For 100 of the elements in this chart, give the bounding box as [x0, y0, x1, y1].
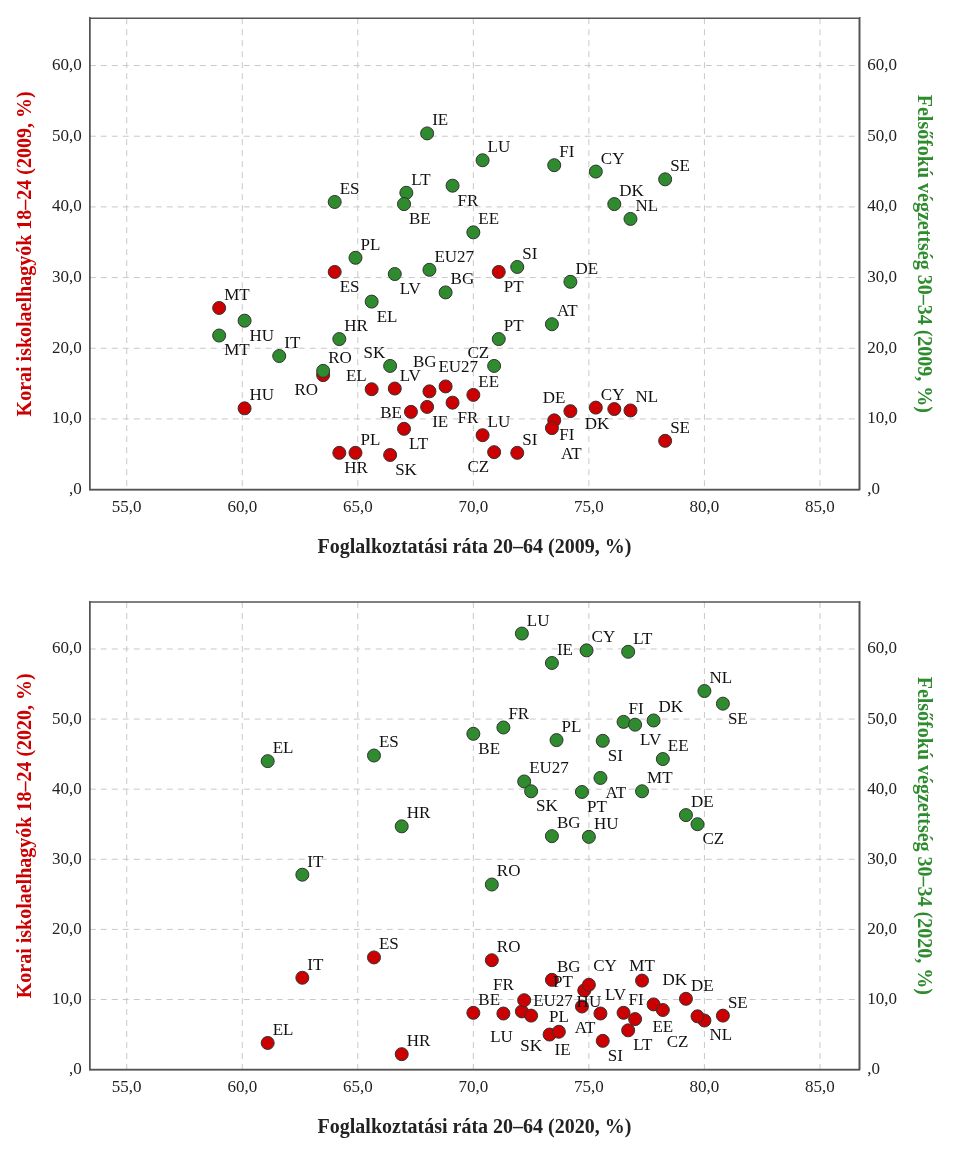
annotation: EL	[345, 366, 367, 386]
y-tick-label: 60,0	[52, 55, 82, 75]
annotation: DE	[690, 792, 714, 812]
annotation: HR	[406, 803, 431, 823]
y2-axis-title: Felsőfokú végzettség 30–34 (2020, %)	[912, 676, 936, 995]
point	[623, 211, 638, 226]
annotation: CZ	[467, 457, 490, 477]
point	[237, 313, 252, 328]
point	[295, 970, 310, 985]
annotation: IT	[307, 954, 325, 974]
y-tick-label: 30,0	[52, 848, 82, 868]
annotation: CY	[593, 956, 617, 976]
point	[445, 395, 460, 410]
y2-axis-title: Felsőfokú végzettség 30–34 (2009, %)	[912, 94, 936, 414]
point	[510, 445, 525, 460]
annotation: BG	[450, 269, 475, 289]
point	[438, 379, 453, 394]
annotation: IE	[554, 1039, 571, 1059]
point	[616, 714, 631, 729]
point	[475, 153, 490, 168]
annotation: HR	[344, 316, 369, 336]
annotation: SK	[520, 1035, 543, 1055]
annotation: LU	[487, 137, 511, 157]
y-tick-label: 30,0	[52, 267, 82, 287]
annotation: EE	[478, 209, 500, 229]
point	[510, 259, 525, 274]
annotation: ES	[339, 178, 360, 198]
point	[616, 1005, 631, 1020]
y-tick-label: 40,0	[52, 778, 82, 798]
y-tick-label: 10,0	[52, 988, 82, 1008]
point	[496, 1006, 511, 1021]
point	[715, 1008, 730, 1023]
annotation: BE	[409, 209, 431, 229]
point	[387, 381, 402, 396]
point	[316, 363, 331, 378]
annotation: AT	[605, 782, 627, 802]
annotation: CY	[591, 627, 616, 647]
point	[383, 447, 398, 462]
annotation: SE	[670, 156, 690, 176]
point	[547, 158, 562, 173]
point	[690, 817, 705, 832]
annotation: EL	[376, 306, 398, 326]
y2-tick-label: 50,0	[867, 125, 897, 145]
annotation: IE	[432, 411, 449, 431]
point	[466, 726, 481, 741]
point	[364, 294, 379, 309]
y2-tick-label: 50,0	[867, 708, 897, 728]
point	[475, 428, 490, 443]
point	[327, 194, 342, 209]
point	[563, 274, 578, 289]
point	[484, 953, 499, 968]
annotation: NL	[709, 668, 733, 687]
x-tick-label: 80,0	[689, 497, 720, 517]
annotation: AT	[556, 301, 579, 321]
point	[551, 1024, 566, 1039]
annotation: DK	[662, 970, 688, 990]
annotation: IE	[432, 110, 449, 130]
y2-tick-label: ,0	[867, 1059, 880, 1079]
annotation: PL	[360, 234, 381, 254]
point	[487, 445, 502, 460]
point	[588, 164, 603, 179]
point	[496, 720, 511, 735]
annotation: FR	[508, 704, 530, 724]
point	[422, 384, 437, 399]
y-tick-label: 50,0	[52, 708, 82, 728]
x-tick-label: 55,0	[111, 497, 142, 517]
annotation: LT	[633, 1035, 653, 1055]
x-tick-label: 85,0	[805, 1077, 835, 1097]
annotation: SI	[607, 745, 624, 765]
x-tick-label: 70,0	[458, 1077, 489, 1097]
point	[593, 1006, 608, 1021]
annotation: PL	[360, 429, 381, 449]
point	[658, 433, 673, 448]
point	[628, 717, 643, 732]
point	[366, 950, 381, 965]
annotation: RO	[496, 861, 521, 881]
point	[491, 332, 506, 347]
x-axis-title: Foglalkoztatási ráta 20–64 (2020, %)	[317, 1115, 632, 1139]
point	[607, 402, 622, 417]
point	[607, 197, 622, 212]
annotation: DE	[690, 975, 714, 995]
point	[655, 1003, 670, 1018]
point	[466, 387, 481, 402]
annotation: FR	[457, 190, 479, 210]
y2-tick-label: 30,0	[867, 267, 897, 287]
point	[544, 829, 559, 844]
y-tick-label: 20,0	[52, 337, 82, 357]
annotation: HU	[249, 325, 275, 345]
annotation: LU	[490, 1027, 513, 1047]
annotation: FI	[628, 989, 644, 1009]
point	[697, 684, 712, 699]
point	[420, 126, 435, 141]
annotation: RO	[294, 380, 319, 400]
point	[403, 404, 418, 419]
point	[623, 403, 638, 418]
y2-tick-label: 30,0	[867, 848, 897, 868]
point	[635, 973, 650, 988]
annotation: BE	[380, 402, 402, 422]
annotation: DK	[658, 697, 684, 717]
x-tick-label: 65,0	[342, 497, 373, 517]
